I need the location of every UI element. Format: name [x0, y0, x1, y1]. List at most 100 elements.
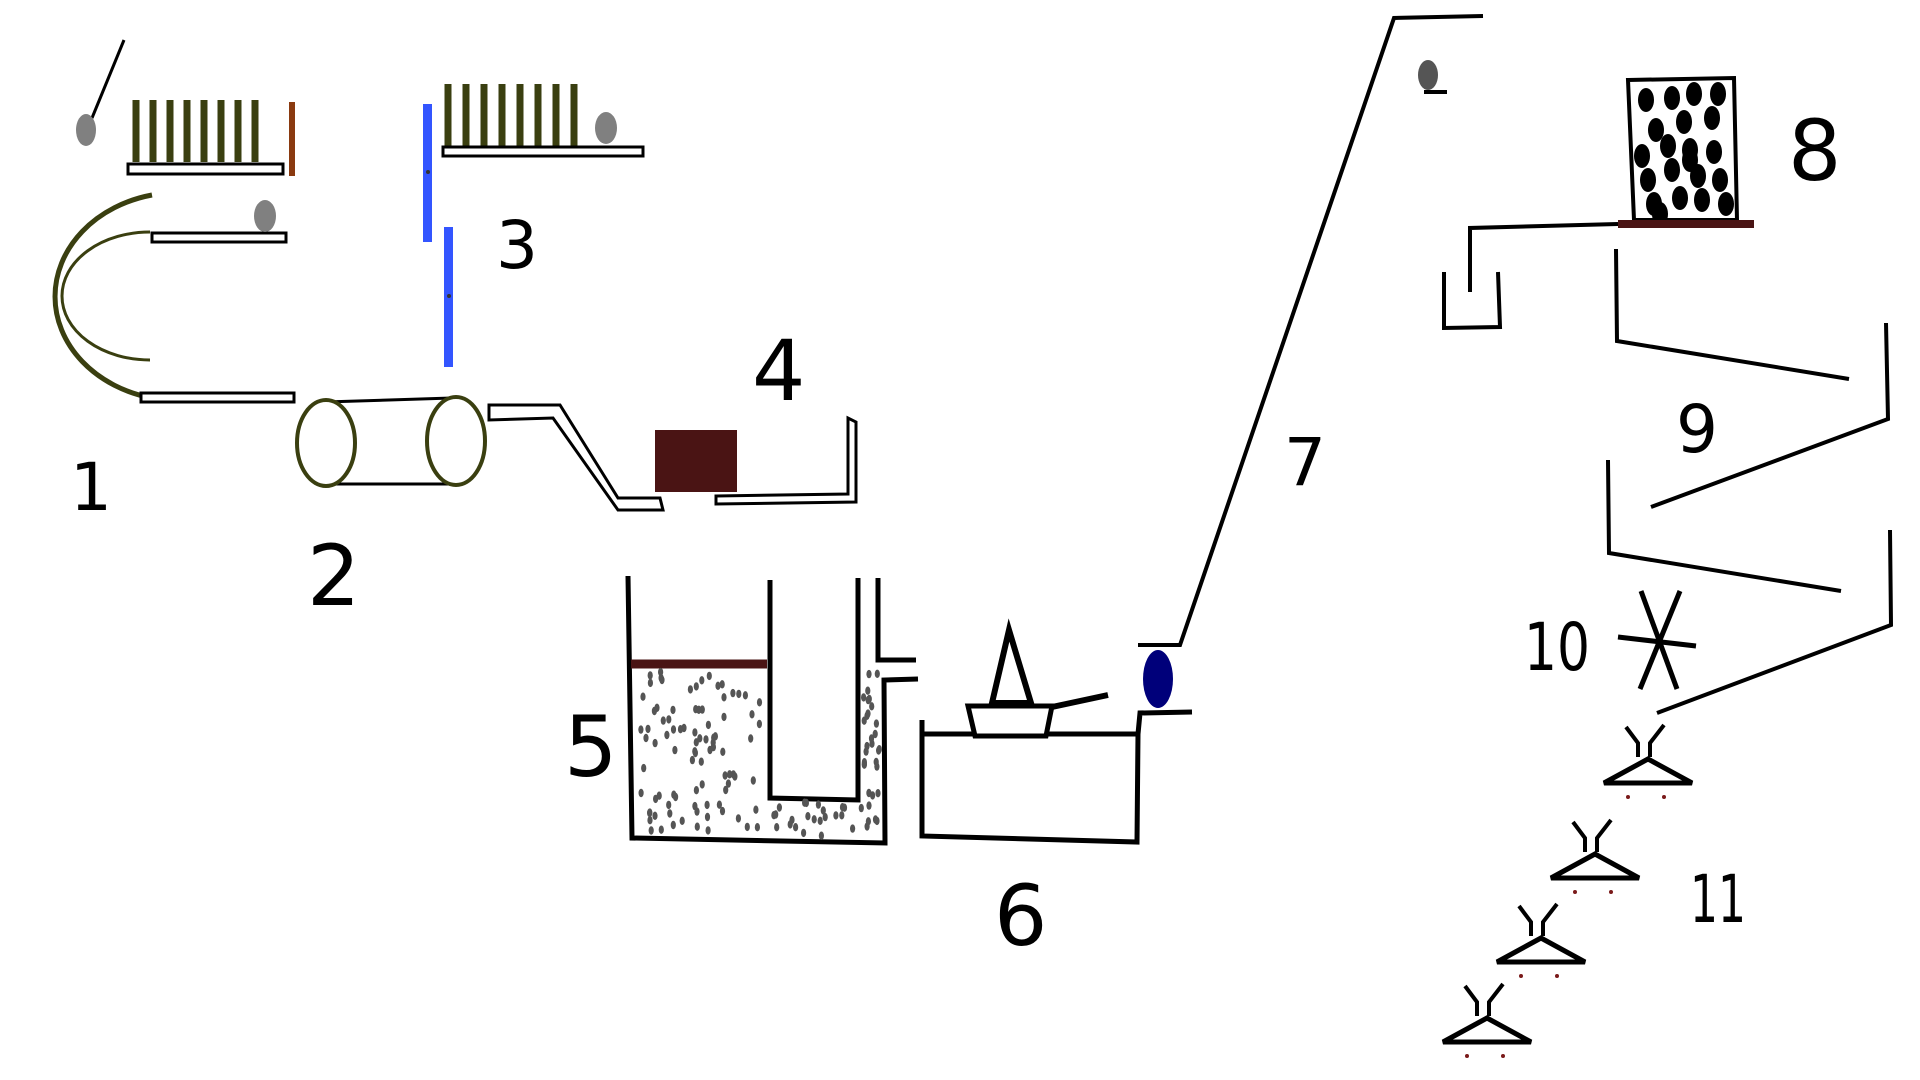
- particle: [866, 669, 872, 679]
- particle: [697, 734, 703, 743]
- label-3: 3: [496, 207, 538, 284]
- pellet: [1706, 140, 1722, 164]
- particle: [693, 682, 699, 691]
- particle: [689, 755, 696, 765]
- label-4: 4: [752, 322, 805, 420]
- particle: [753, 805, 759, 814]
- particle: [671, 790, 677, 799]
- stage-1-bend-unit: [52, 39, 296, 404]
- pellet: [1640, 168, 1656, 192]
- press-base: [919, 720, 1141, 845]
- particle: [805, 812, 811, 821]
- particle: [865, 695, 871, 705]
- particle: [850, 824, 856, 833]
- pellets: [1634, 82, 1734, 226]
- funnel-dish: [1549, 818, 1641, 894]
- stage-10-cutter: [1617, 590, 1697, 690]
- label-2: 2: [307, 527, 360, 625]
- particle: [643, 733, 649, 743]
- particle: [870, 791, 876, 800]
- particle: [817, 816, 823, 825]
- particle: [670, 725, 677, 734]
- u-bend-outer: [52, 192, 153, 401]
- lever-rod: [90, 39, 126, 119]
- funnel-dish: [1602, 723, 1694, 799]
- particle: [874, 669, 880, 678]
- particle: [875, 789, 881, 798]
- particle: [638, 788, 644, 798]
- particle: [736, 689, 742, 699]
- particle: [654, 703, 660, 712]
- particle: [839, 811, 845, 820]
- particle: [677, 725, 684, 734]
- particle: [693, 786, 700, 795]
- stage-8-hopper: [1442, 75, 1754, 331]
- particle: [721, 693, 727, 702]
- pellet: [1648, 118, 1664, 142]
- particle: [876, 745, 882, 754]
- particle: [694, 807, 700, 816]
- particle: [872, 729, 878, 739]
- particle: [811, 815, 817, 824]
- particle: [647, 808, 653, 818]
- pellet: [1686, 82, 1702, 106]
- comb-3: [444, 84, 578, 146]
- particle: [861, 693, 867, 702]
- grey-ball-icon: [1418, 60, 1438, 90]
- particle: [652, 738, 658, 748]
- particle: [865, 686, 871, 695]
- particle: [874, 762, 880, 771]
- particle: [722, 771, 728, 780]
- tank-inner-baffle: [767, 578, 861, 803]
- triangle-marker-icon: [988, 618, 1036, 706]
- particle: [653, 794, 659, 804]
- particle: [771, 811, 777, 820]
- particle: [774, 823, 780, 832]
- particle: [750, 776, 756, 785]
- particle: [660, 716, 666, 725]
- particle: [730, 688, 736, 698]
- particle: [725, 779, 732, 788]
- particle: [647, 671, 653, 680]
- particle: [705, 720, 712, 730]
- particle: [698, 757, 704, 766]
- label-9: 9: [1676, 391, 1718, 468]
- particle: [720, 747, 726, 756]
- particle: [801, 828, 807, 838]
- particle: [873, 719, 880, 728]
- particle: [721, 712, 727, 722]
- particle: [670, 820, 676, 830]
- particle: [710, 742, 717, 752]
- particle: [645, 724, 651, 734]
- particle: [705, 826, 711, 835]
- pellet: [1676, 110, 1692, 134]
- particle: [865, 709, 871, 718]
- press-block: [964, 703, 1056, 739]
- press-ledge: [1135, 709, 1193, 735]
- particle: [716, 800, 723, 809]
- particle: [735, 814, 742, 823]
- press-arm: [1051, 692, 1109, 710]
- pellet: [1634, 144, 1650, 168]
- particle: [748, 734, 754, 743]
- particle: [742, 691, 749, 700]
- particle: [699, 780, 705, 789]
- particle: [647, 816, 653, 825]
- pellet: [1682, 148, 1698, 172]
- particle: [744, 822, 750, 832]
- particle: [658, 667, 664, 677]
- particle: [666, 800, 672, 810]
- pellet: [1718, 192, 1734, 216]
- particle: [756, 698, 763, 707]
- particle: [638, 725, 644, 734]
- particle: [833, 811, 839, 820]
- catch-tray: [714, 415, 858, 506]
- stage-5-tank: [625, 575, 919, 846]
- particle: [787, 820, 793, 829]
- maroon-block: [655, 430, 737, 492]
- pellet: [1704, 106, 1720, 130]
- particle: [868, 734, 875, 743]
- stage-6-press: [919, 618, 1193, 845]
- particle: [861, 758, 868, 767]
- particle: [658, 825, 664, 834]
